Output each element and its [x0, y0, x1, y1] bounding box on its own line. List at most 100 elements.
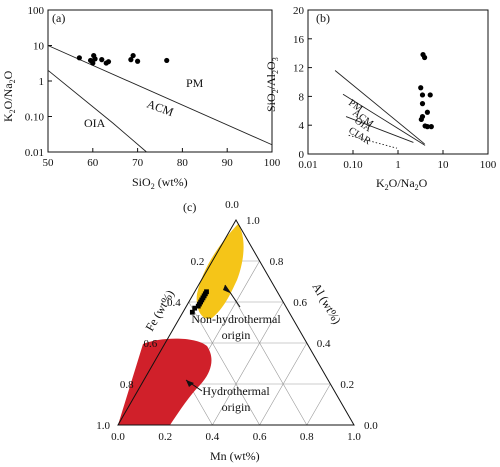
- panel-a-label: (a): [52, 11, 65, 25]
- panel-a-points: [76, 52, 170, 66]
- panel-a-point: [135, 58, 141, 64]
- panel-a-point: [128, 57, 134, 63]
- panel-a-frame: [47, 9, 273, 153]
- axis-title-mn: Mn (wt%): [210, 449, 260, 463]
- ternary-frame: [117, 218, 355, 426]
- al-tick-label: 0.0: [364, 420, 378, 432]
- fe-tick-label: 0.8: [120, 379, 134, 391]
- panel-b-y-tick-label: 16: [293, 34, 305, 46]
- panel-a-point: [90, 60, 96, 66]
- fe-tick-label: 0.4: [167, 297, 181, 309]
- label-hydrothermal: Hydrothermal origin: [202, 384, 270, 414]
- ternary-grid-line: [188, 301, 260, 426]
- panel-a-point: [164, 57, 170, 64]
- panel-c: (c) 0.0 0.2 0.4 0.6 0.8 1.00.00.20.40.60.81.0…: [96, 199, 378, 463]
- panel-a-x-tick-label: 70: [132, 157, 144, 169]
- panel-a-x-tick-label: 80: [177, 157, 189, 169]
- fe-tick-label: 1.0: [96, 420, 110, 432]
- panel-b-y-tick-label: 0: [299, 149, 305, 161]
- al-tick-label: 0.8: [270, 256, 284, 268]
- arrow-non-hydro-head: [223, 285, 230, 293]
- panel-b-point: [421, 54, 428, 61]
- panel-a-y-tick-label: 100: [28, 5, 45, 17]
- panel-a-point: [105, 59, 112, 65]
- al-tick-label: 0.4: [317, 338, 331, 350]
- panel-b-x-tick-label: 0.10: [343, 159, 363, 171]
- panel-c-label: (c): [183, 200, 196, 214]
- panel-a-boundary-line: [47, 69, 147, 153]
- panel-a-point: [130, 52, 136, 59]
- panel-b-y-tick-label: 8: [299, 91, 305, 103]
- region-oia-a: OIA: [84, 116, 106, 130]
- ternary-point: [189, 309, 195, 315]
- panel-a-y-tick-label: 0.10: [25, 112, 45, 124]
- panel-b-x-tick-label: 0.01: [298, 159, 317, 171]
- panel-b-y-tick-label: 12: [293, 63, 304, 75]
- panel-b-point: [419, 101, 426, 107]
- mn-tick-label: 0.2: [158, 431, 172, 443]
- arrow-non-hydro: [224, 284, 241, 308]
- axis-title-al: Al (wt%): [309, 281, 344, 327]
- region-hydrothermal: [118, 338, 212, 425]
- panel-b-point: [428, 124, 434, 130]
- ternary-grid-line: [212, 301, 284, 426]
- panel-a-x-tick-label: 90: [222, 157, 234, 169]
- panel-b-point: [424, 124, 430, 130]
- panel-b-boundary-line: [334, 70, 425, 145]
- panel-b-x-tick-label: 100: [480, 159, 497, 171]
- panel-a-y-tick-label: 10: [33, 41, 45, 53]
- panel-b-x-tick-label: 10: [438, 159, 450, 171]
- panel-a-x-tick-label: 100: [264, 157, 281, 169]
- panel-a-boundaries: [47, 45, 273, 153]
- panel-b-point: [418, 85, 424, 91]
- fe-tick-label: 0.2: [191, 256, 205, 268]
- ternary-grid-line: [306, 383, 331, 426]
- panel-b-boundary-line: [348, 134, 398, 149]
- panel-a-x-tick-label: 50: [43, 157, 55, 169]
- ternary-grid-line: [259, 342, 308, 426]
- fe-tick-label: 0.6: [143, 338, 157, 350]
- panel-b-frame: [307, 9, 489, 155]
- ternary-point: [192, 305, 198, 311]
- panel-b-point: [419, 92, 426, 98]
- panel-b-points: [418, 52, 434, 130]
- panel-a-ticks: 50 60 70 80 90 100 0.01 0.10 1 10 100: [25, 5, 281, 169]
- ternary-point: [195, 303, 201, 309]
- mn-tick-label: 0.8: [300, 431, 314, 443]
- panel-a-y-tick-label: 0.01: [25, 147, 44, 159]
- panel-b-point: [424, 109, 430, 115]
- al-tick-label: 0.6: [293, 297, 307, 309]
- mn-tick-label: 0.4: [206, 431, 220, 443]
- panel-a-boundary-line: [47, 45, 273, 146]
- panel-b-x-tick-label: 1: [395, 159, 401, 171]
- panel-a-point: [99, 57, 105, 63]
- mn-tick-label: 0.6: [253, 431, 267, 443]
- panel-b-point: [418, 116, 424, 123]
- mn-tick-label: 0.0: [111, 431, 125, 443]
- region-non-hydrothermal: [196, 224, 244, 319]
- panel-b-y-tick-label: 20: [293, 5, 305, 17]
- ternary-points: [189, 289, 209, 315]
- panel-b-ticks: 0.01 0.10 1 10 100 0 4 8 12 16 20: [293, 5, 497, 171]
- panel-a-ylabel: K2O/Na2O: [1, 70, 17, 122]
- mn-tick-label: 1.0: [347, 431, 361, 443]
- panel-b-boundary-line: [342, 93, 426, 146]
- panel-a-point: [91, 52, 97, 59]
- panel-b-boundaries: [334, 70, 426, 149]
- axis-title-fe: Fe (wt%): [142, 288, 177, 334]
- al-tick-label: 0.2: [340, 379, 354, 391]
- label-non-hydrothermal: Non-hydrothermal origin: [191, 312, 281, 342]
- apex-tick-label: 0.0: [225, 199, 239, 211]
- panel-b-point: [427, 92, 433, 98]
- panel-b-boundary-line: [345, 116, 414, 143]
- panel-a-xlabel: SiO2 (wt%): [132, 175, 188, 191]
- panel-b-xlabel: K2O/Na2O: [376, 176, 428, 192]
- panel-a-x-tick-label: 60: [87, 157, 99, 169]
- arrow-hydro-head: [186, 380, 194, 387]
- panel-b-label: (b): [316, 11, 330, 25]
- panel-a-point: [76, 55, 82, 61]
- ternary-ticks: 0.0 0.2 0.4 0.6 0.8 1.00.00.20.40.60.81.00.20…: [96, 199, 378, 443]
